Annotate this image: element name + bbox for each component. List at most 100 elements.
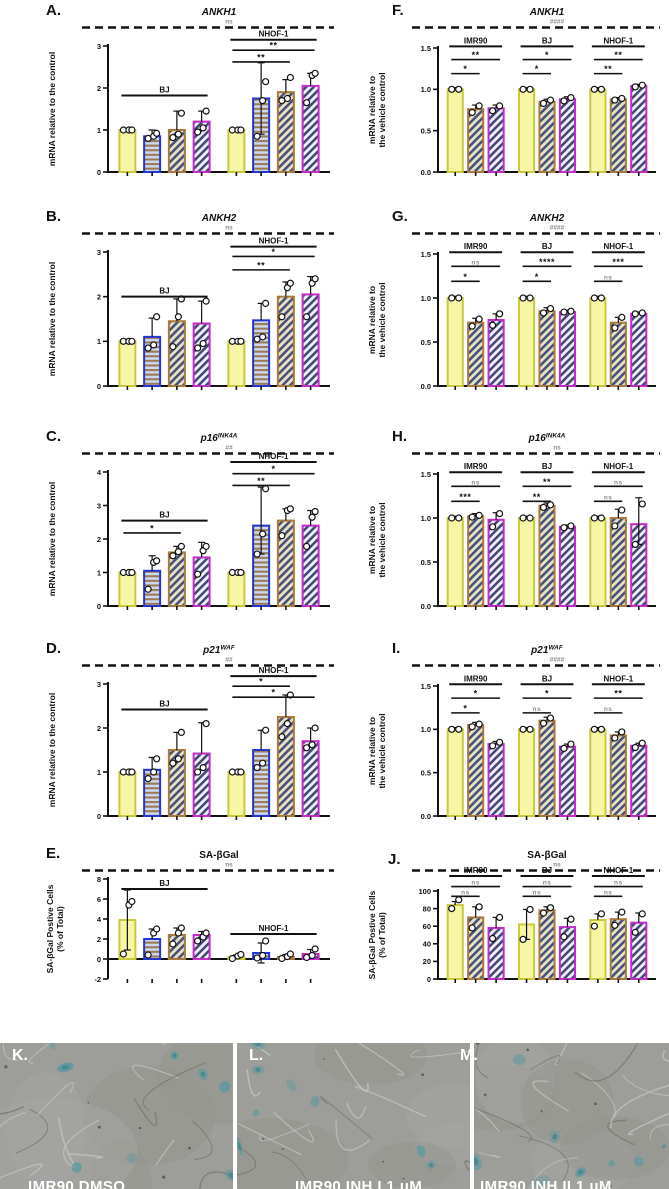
- bar-pattern: [610, 518, 626, 606]
- y-tick-label: 4: [97, 915, 102, 924]
- debris-speck: [382, 1160, 385, 1163]
- bar-pattern: [610, 99, 626, 172]
- y-tick-label: 1: [97, 126, 101, 135]
- y-tick-label: 1.5: [421, 682, 431, 691]
- group-label: BJ: [159, 511, 169, 520]
- bar: [119, 130, 136, 172]
- y-tick-label: 80: [423, 904, 431, 913]
- panel-subtitle: ####: [550, 19, 565, 26]
- cell-outline: [132, 1064, 180, 1081]
- data-point: [475, 315, 483, 323]
- significance-label: *: [535, 272, 539, 282]
- bar-pattern: [631, 86, 647, 172]
- data-point: [153, 755, 161, 763]
- data-point: [169, 343, 177, 351]
- bar-pattern: [559, 99, 576, 172]
- cell-outline: [192, 1120, 213, 1161]
- panel-title: p16INK4A: [200, 433, 238, 445]
- y-tick-label: 0: [97, 382, 101, 391]
- debris-speck: [97, 1125, 101, 1129]
- significance-label: *: [271, 688, 275, 698]
- panel-title: ANKH1: [201, 7, 237, 18]
- bar-pattern: [539, 720, 555, 816]
- significance-label: ns: [614, 880, 623, 887]
- y-tick-label: 40: [423, 940, 431, 949]
- bar: [228, 130, 245, 172]
- significance-label: **: [533, 492, 541, 502]
- data-point: [262, 78, 270, 86]
- data-point: [286, 505, 294, 513]
- panel-letter-J: J.: [388, 851, 401, 868]
- data-point: [259, 759, 267, 767]
- cell-outline: [15, 1108, 49, 1154]
- data-point: [448, 85, 456, 93]
- data-point: [283, 719, 291, 728]
- data-point: [194, 128, 202, 136]
- debris-speck: [483, 1093, 487, 1097]
- sa-bgal-stain-core: [662, 1145, 666, 1148]
- data-point: [560, 933, 568, 941]
- group-label: NHOF-1: [259, 452, 289, 461]
- panel-subtitle: ##: [225, 657, 233, 664]
- data-point: [144, 344, 152, 352]
- sa-bgal-stain-core: [552, 1133, 558, 1140]
- data-point: [308, 951, 316, 960]
- bar-pattern: [253, 98, 270, 172]
- data-point: [567, 740, 575, 748]
- bar-pattern: [631, 745, 647, 816]
- chart-H-container: p16INK4A ns 0.0 0.5 1.0 1.5 mRNA relative to th…: [360, 428, 666, 628]
- data-point: [311, 69, 319, 77]
- data-point: [144, 775, 152, 783]
- data-point: [308, 513, 316, 521]
- data-point: [448, 725, 456, 733]
- data-point: [468, 322, 476, 330]
- data-point: [194, 937, 202, 945]
- data-point: [153, 313, 161, 321]
- bar-pattern: [631, 313, 647, 386]
- data-point: [496, 738, 504, 746]
- y-tick-label: 100: [418, 887, 431, 896]
- bar: [228, 772, 245, 816]
- cell-outline: [410, 1049, 470, 1058]
- data-point: [455, 896, 463, 904]
- y-tick-label: 1.5: [421, 44, 431, 53]
- y-axis-label: (% of Total): [377, 912, 387, 958]
- chart-C: p16INK4A## 0 1 2 3 4 mRNA relative to the cont…: [47, 433, 334, 611]
- debris-speck: [540, 1110, 543, 1112]
- bar-pattern: [610, 735, 626, 816]
- sa-bgal-stain: [533, 1175, 551, 1187]
- group-label: NHOF-1: [259, 237, 289, 246]
- data-point: [202, 542, 210, 550]
- data-point: [468, 723, 476, 731]
- data-point: [618, 506, 626, 514]
- bar-pattern: [468, 917, 484, 979]
- data-point: [286, 279, 294, 287]
- data-point: [177, 728, 185, 737]
- debris-speck: [526, 1048, 530, 1052]
- y-tick-label: 2: [97, 292, 101, 301]
- data-point: [303, 313, 311, 321]
- panel-letter-E: E.: [46, 845, 61, 862]
- panel-title: SA-βGal: [199, 850, 239, 861]
- data-point: [489, 523, 497, 531]
- panel-H: H. p16INK4A ns 0.0 0.5 1.0 1.5 mRNA relative t…: [360, 428, 666, 628]
- panel-subtitle: ns: [553, 862, 561, 869]
- panel-subtitle: ns: [553, 445, 561, 452]
- data-point: [590, 922, 598, 930]
- bar: [447, 518, 463, 606]
- data-point: [278, 733, 286, 741]
- data-point: [496, 310, 504, 318]
- bar: [447, 298, 463, 386]
- y-tick-label: 2: [97, 535, 101, 544]
- bar-pattern: [488, 108, 504, 172]
- sa-bgal-stain-core: [237, 1142, 242, 1151]
- micrograph-letter-K: K.: [12, 1047, 28, 1064]
- data-point: [237, 337, 245, 345]
- y-tick-label: 3: [97, 501, 101, 510]
- group-label: IMR90: [464, 36, 488, 45]
- panel-letter-B: B.: [46, 208, 61, 225]
- data-point: [638, 81, 646, 89]
- data-point: [199, 124, 207, 132]
- data-point: [448, 904, 456, 913]
